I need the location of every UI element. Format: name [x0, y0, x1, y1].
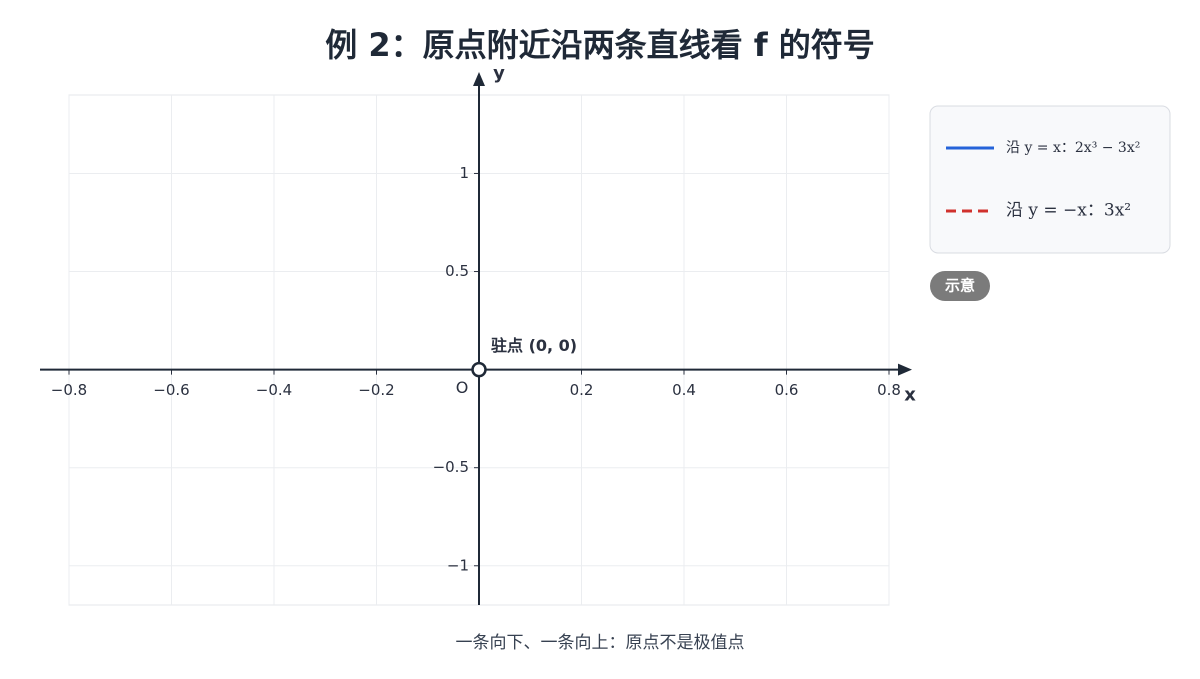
x-tick-label: −0.4 — [256, 381, 292, 399]
y-arrow — [473, 72, 485, 86]
legend-box — [929, 105, 1171, 254]
badge-bg — [930, 271, 990, 301]
y-tick-label: 0.5 — [445, 262, 469, 280]
y-tick-label: −1 — [447, 556, 469, 574]
x-tick-label: 0.4 — [672, 381, 696, 399]
legend-label: 沿 y = −x：3x² — [1006, 201, 1131, 221]
x-tick-label: −0.2 — [358, 381, 394, 399]
chart-title: 例 2：原点附近沿两条直线看 f 的符号 — [325, 26, 875, 64]
x-tick-label: 0.6 — [775, 381, 799, 399]
x-tick-label: −0.6 — [153, 381, 189, 399]
y-tick-label: −0.5 — [433, 458, 469, 476]
x-axis-label: x — [904, 385, 916, 406]
x-tick-label: 0.2 — [570, 381, 594, 399]
origin-label: O — [456, 378, 469, 397]
badge: 示意 — [945, 277, 975, 295]
stationary-point — [471, 361, 487, 378]
caption: 一条向下、一条向上：原点不是极值点 — [456, 633, 745, 653]
x-tick-label: −0.8 — [51, 381, 87, 399]
annotation: 驻点 (0, 0) — [491, 336, 577, 355]
y-axis-label: y — [493, 63, 505, 84]
x-tick-label: 0.8 — [877, 381, 901, 399]
y-tick-label: 1 — [459, 164, 469, 182]
legend-label: 沿 y = x：2x³ − 3x² — [1006, 140, 1140, 156]
x-arrow — [898, 363, 912, 376]
